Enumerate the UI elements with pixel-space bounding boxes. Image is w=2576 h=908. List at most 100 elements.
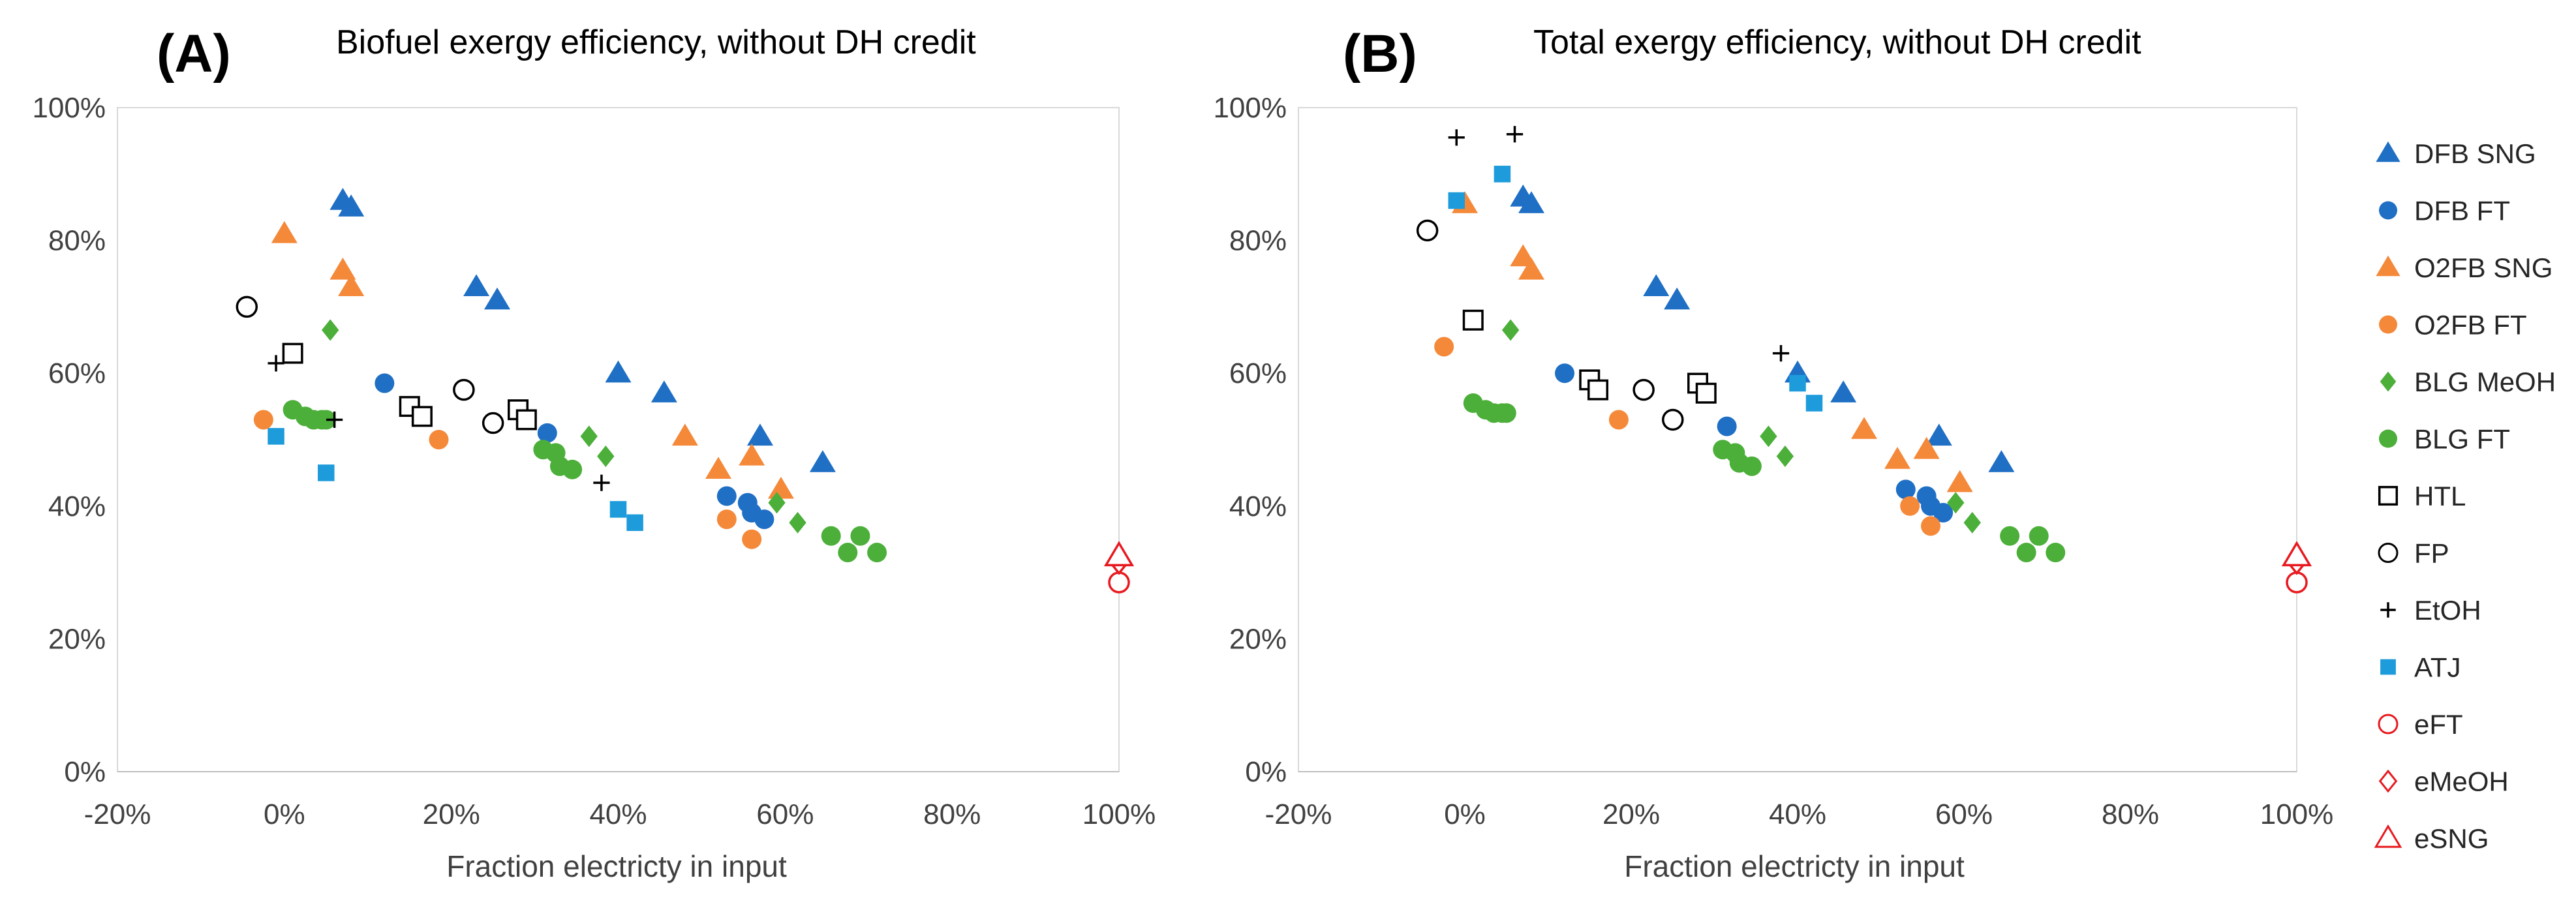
legend-entry-etoh: EtOH xyxy=(2380,595,2481,626)
legend-label: eMeOH xyxy=(2414,766,2509,797)
data-point-blg-ft xyxy=(316,410,336,430)
panel-b-title: Total exergy efficiency, without DH cred… xyxy=(1533,23,2141,61)
data-point-blg-meoh xyxy=(1776,445,1794,467)
data-point-blg-meoh xyxy=(1760,425,1777,447)
legend-entry-fp: FP xyxy=(2378,538,2449,569)
legend-label: ATJ xyxy=(2414,652,2461,683)
panel-b-y-tick-label: 0% xyxy=(1245,756,1287,788)
legend-marker-fp xyxy=(2378,543,2399,563)
data-point-atj xyxy=(1789,374,1806,392)
data-point-blg-ft xyxy=(867,543,887,563)
panel-a-series-dfb-ft xyxy=(375,373,774,530)
data-point-o2fb-ft xyxy=(253,410,273,430)
panel-b-x-tick-label: 40% xyxy=(1769,798,1826,830)
panel-a-x-tick-label: 80% xyxy=(923,798,981,830)
panel-b-series-atj xyxy=(1448,166,1823,412)
data-point-eft xyxy=(1108,571,1130,594)
legend-marker-eft xyxy=(2378,714,2399,734)
legend-label: DFB FT xyxy=(2414,196,2510,226)
data-point-blg-ft xyxy=(821,526,841,546)
legend-label: DFB SNG xyxy=(2414,138,2536,169)
panel-a-y-tick-label: 80% xyxy=(48,225,106,257)
legend-marker-o2fb-ft xyxy=(2379,315,2397,334)
legend-entry-dfb-ft: DFB FT xyxy=(2379,196,2510,226)
data-point-atj xyxy=(1448,192,1465,209)
legend-label: eFT xyxy=(2414,709,2463,740)
panel-b-series-eft xyxy=(2286,571,2308,594)
data-point-blg-meoh xyxy=(768,492,786,514)
data-point-dfb-sng xyxy=(463,274,490,297)
legend-entry-emeoh: eMeOH xyxy=(2378,766,2509,797)
legend-marker-esng xyxy=(2374,824,2402,848)
legend-entry-o2fb-ft: O2FB FT xyxy=(2379,310,2527,340)
data-point-fp xyxy=(1662,408,1684,431)
data-point-o2fb-sng xyxy=(767,476,794,499)
panel-a-title: Biofuel exergy efficiency, without DH cr… xyxy=(336,23,976,61)
panel-b-series-etoh xyxy=(1448,126,1790,362)
data-point-dfb-sng xyxy=(809,450,836,472)
data-point-blg-meoh xyxy=(789,511,806,534)
data-point-etoh xyxy=(326,411,343,429)
data-point-blg-ft xyxy=(2016,543,2036,563)
panel-b-series-esng xyxy=(2281,541,2312,567)
data-point-etoh xyxy=(1772,345,1790,362)
legend-entry-htl: HTL xyxy=(2378,481,2466,511)
data-point-o2fb-sng xyxy=(739,443,765,466)
panel-b-series-dfb-ft xyxy=(1555,363,1954,522)
data-point-fp xyxy=(236,295,258,318)
data-point-etoh xyxy=(593,474,610,491)
panel-a-series-o2fb-ft xyxy=(253,410,762,549)
panel-a-x-tick-label: 100% xyxy=(1082,798,1156,830)
data-point-dfb-sng xyxy=(651,380,677,402)
data-point-blg-ft xyxy=(2046,543,2066,563)
panel-b-x-axis-label: Fraction electricty in input xyxy=(1624,849,1965,883)
panel-a-y-tick-label: 20% xyxy=(48,623,106,655)
data-point-dfb-ft xyxy=(1933,502,1954,522)
data-point-atj xyxy=(626,514,643,531)
panel-b-y-tick-label: 100% xyxy=(1213,92,1287,124)
panel-a-letter: (A) xyxy=(157,24,231,83)
data-point-esng xyxy=(1103,541,1135,567)
panel-b-y-tick-label: 40% xyxy=(1229,491,1287,522)
data-point-o2fb-sng xyxy=(1946,470,1973,492)
legend: DFB SNG DFB FT O2FB SNG O2FB FT BLG MeOH BLG … xyxy=(2374,138,2556,854)
panel-a-y-tick-label: 60% xyxy=(48,357,106,389)
data-point-blg-meoh xyxy=(1947,492,1965,514)
panel-b-y-tick-label: 60% xyxy=(1229,357,1287,389)
panel-b-x-tick-label: -20% xyxy=(1265,798,1332,830)
panel-b-series-o2fb-ft xyxy=(1434,337,1940,536)
data-point-dfb-sng xyxy=(338,194,365,217)
panel-a-series-etoh xyxy=(268,355,610,491)
panel-a-x-tick-label: 60% xyxy=(756,798,814,830)
data-point-blg-meoh xyxy=(1963,511,1981,534)
data-point-blg-ft xyxy=(2000,526,2020,546)
data-point-atj xyxy=(1494,166,1511,183)
data-point-o2fb-ft xyxy=(1921,516,1940,536)
legend-marker-o2fb-sng xyxy=(2376,255,2400,277)
legend-marker-etoh xyxy=(2380,602,2396,618)
data-point-dfb-sng xyxy=(1664,287,1691,310)
data-point-dfb-ft xyxy=(537,423,557,443)
data-point-htl xyxy=(282,342,303,364)
data-point-o2fb-ft xyxy=(716,509,737,530)
panel-a-series-blg-ft xyxy=(283,400,887,563)
data-point-o2fb-sng xyxy=(271,220,298,243)
data-point-o2fb-sng xyxy=(1850,417,1878,439)
legend-label: FP xyxy=(2414,538,2449,569)
plot-b: 0% 20% 40% 60% 80% 100% -20% 0% 20% 40% 60% 80% 100% xyxy=(1213,92,2333,830)
data-point-o2fb-sng xyxy=(338,274,365,297)
data-point-o2fb-ft xyxy=(1434,337,1454,357)
data-point-o2fb-ft xyxy=(1608,410,1629,430)
legend-entry-blg-meoh: BLG MeOH xyxy=(2380,367,2556,397)
data-point-atj xyxy=(318,464,335,481)
data-point-dfb-ft xyxy=(1895,479,1916,500)
data-point-fp xyxy=(482,412,504,434)
panel-b-y-tick-label: 20% xyxy=(1229,623,1287,655)
data-point-dfb-ft xyxy=(1555,363,1574,384)
panel-a-series-fp xyxy=(236,295,504,434)
panel-a-y-tick-label: 0% xyxy=(64,756,106,788)
data-point-dfb-ft xyxy=(716,486,737,506)
data-point-dfb-ft xyxy=(754,509,774,530)
data-point-etoh xyxy=(1448,129,1465,146)
